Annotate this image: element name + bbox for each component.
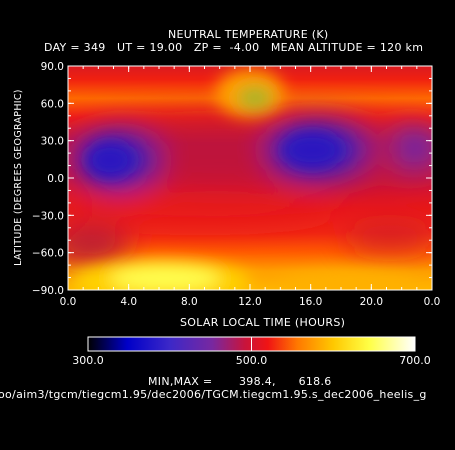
file-path: oo/aim3/tgcm/tiegcm1.95/dec2006/TGCM.tie…: [0, 388, 427, 401]
x-tick-label: 0.0: [424, 296, 441, 308]
minmax-readout: MIN,MAX = 398.4, 618.6: [148, 375, 332, 388]
colorbar-tick-label: 300.0: [72, 354, 104, 367]
axis-ticks: [67, 65, 433, 291]
x-tick-label: 12.0: [238, 296, 261, 308]
chart-title: NEUTRAL TEMPERATURE (K): [168, 28, 329, 41]
x-tick-label: 8.0: [181, 296, 198, 308]
x-tick-label: 4.0: [120, 296, 137, 308]
y-tick-label: −60.0: [32, 248, 64, 260]
colorbar-tick-label: 700.0: [399, 354, 431, 367]
y-tick-label: 90.0: [41, 61, 64, 73]
chart-subtitle: DAY = 349 UT = 19.00 ZP = -4.00 MEAN ALT…: [44, 41, 424, 54]
heatmap-field: [68, 66, 432, 290]
y-axis-label: LATITUDE (DEGREES GEOGRAPHIC): [12, 89, 24, 266]
y-tick-label: 60.0: [41, 98, 64, 110]
colorbar-ticks: 300.0 500.0 700.0: [72, 337, 431, 367]
y-tick-label: 0.0: [47, 173, 64, 185]
x-axis-label: SOLAR LOCAL TIME (HOURS): [180, 316, 346, 329]
y-tick-label: 30.0: [41, 136, 64, 148]
y-tick-label: −90.0: [32, 285, 64, 297]
colorbar-tick-label: 500.0: [236, 354, 268, 367]
axis-tick-labels: 0.0 4.0 8.0 12.0 16.0 20.0 0.090.060.030.00.0−…: [32, 61, 441, 308]
x-tick-label: 20.0: [360, 296, 383, 308]
y-tick-label: −30.0: [32, 210, 64, 222]
x-tick-label: 0.0: [60, 296, 77, 308]
x-tick-label: 16.0: [299, 296, 322, 308]
